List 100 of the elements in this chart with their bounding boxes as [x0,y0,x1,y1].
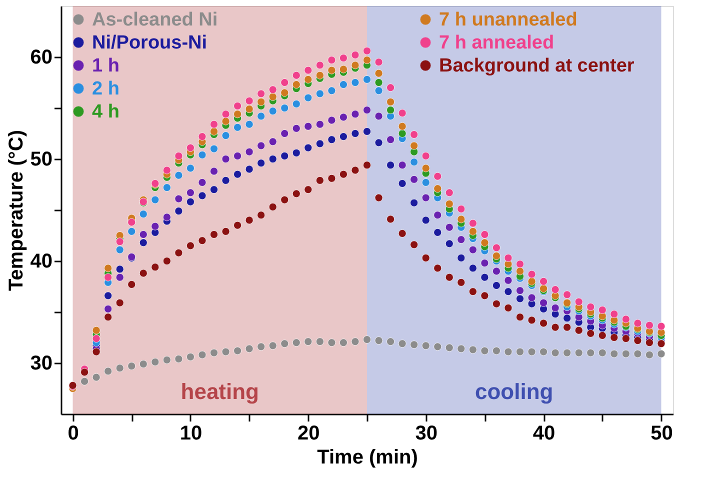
point [540,348,548,356]
point [139,238,148,247]
point [468,219,477,228]
point [434,184,442,193]
point [480,259,489,268]
point [398,229,406,238]
point [351,130,360,138]
point [316,71,324,80]
point [304,94,312,102]
point [374,112,383,120]
point [516,294,524,303]
point [434,211,442,220]
point [257,112,266,120]
point [222,348,230,356]
point [351,338,360,346]
x-tick-label: 50 [650,422,673,444]
point [268,155,277,163]
point [234,152,242,160]
point [245,105,254,114]
point [528,348,536,356]
point [245,344,254,353]
point [634,350,642,358]
point [174,152,183,160]
band-label: cooling [475,379,554,404]
point [445,344,454,352]
point [162,213,171,222]
point [174,354,183,363]
point [468,346,477,354]
point [316,140,324,148]
point [234,110,242,118]
x-tick-label: 30 [415,422,438,444]
point [351,110,360,118]
point [210,230,218,238]
point [622,315,630,324]
point [434,228,442,236]
point [339,338,348,347]
point [328,66,336,74]
point [422,178,430,186]
point [328,116,336,124]
point [292,124,300,132]
point [622,334,630,343]
point [257,211,266,220]
point [504,276,512,284]
x-axis-title: Time (min) [317,446,418,468]
point [351,50,360,59]
point [186,144,194,152]
point [162,257,171,265]
point [610,350,618,358]
point [362,46,372,55]
point [657,350,666,358]
point [434,342,442,351]
point [386,84,395,92]
point [434,264,442,272]
point [116,273,124,282]
point [80,368,89,376]
point [362,56,372,64]
y-tick-label: 60 [30,46,52,68]
point [410,130,418,139]
point [234,123,242,132]
point [516,267,524,276]
point [504,348,512,356]
point [316,90,324,98]
point [516,260,524,268]
point [374,78,383,86]
point [339,113,348,122]
point [362,106,372,114]
point [222,176,230,184]
point [328,174,336,182]
point [198,192,206,200]
point [480,238,489,247]
point [304,122,312,130]
point [574,326,583,334]
point [328,86,336,95]
legend-label: 4 h [92,102,120,122]
point [198,132,206,141]
x-tick-label: 20 [298,422,320,444]
point [374,194,383,202]
point [422,342,430,350]
point [362,161,372,170]
point [445,240,454,248]
point [386,215,395,224]
point [422,164,430,172]
point [245,96,254,105]
point [198,236,206,245]
point [186,198,194,206]
point [516,348,524,356]
point [374,138,383,147]
point [280,130,289,138]
point [645,321,654,330]
point [634,319,642,328]
point [174,194,183,203]
point [280,340,289,348]
x-tick-label: 10 [180,422,202,444]
point [234,170,242,178]
legend-label: 2 h [92,78,120,100]
point [410,340,418,349]
point [186,242,194,250]
point [186,164,194,172]
point [104,264,112,272]
point [316,176,324,184]
